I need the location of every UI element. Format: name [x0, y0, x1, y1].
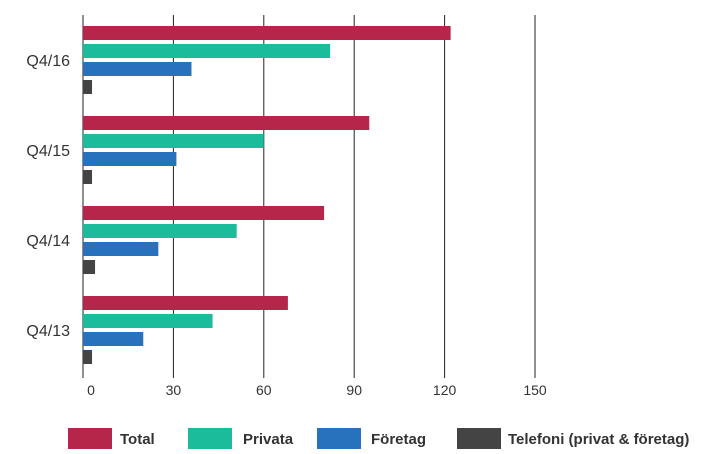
- legend-label: Företag: [371, 431, 426, 448]
- bar: [83, 224, 237, 238]
- legend-swatch: [457, 428, 501, 449]
- label-layer: 0 30 60 90 120 150 Q4/16 Q4/15 Q4/14 Q4/13: [26, 53, 546, 398]
- bar: [83, 206, 325, 220]
- bar: [83, 134, 264, 148]
- category-label: Q4/13: [26, 323, 70, 340]
- x-tick-label: 0: [87, 382, 95, 398]
- legend-swatch: [68, 428, 112, 449]
- bar: [83, 80, 93, 94]
- bar: [83, 296, 288, 310]
- bar: [83, 170, 93, 184]
- x-tick-label: 150: [523, 382, 547, 398]
- x-tick-label: 120: [433, 382, 457, 398]
- bar: [83, 152, 177, 166]
- bar: [83, 26, 451, 40]
- bar: [83, 116, 370, 130]
- legend: Total Privata Företag Telefoni (privat & fö…: [68, 428, 689, 449]
- legend-label: Privata: [243, 431, 294, 448]
- legend-label: Total: [120, 431, 155, 448]
- bar: [83, 62, 192, 76]
- legend-swatch: [317, 428, 361, 449]
- category-label: Q4/14: [26, 233, 70, 250]
- bar: [83, 44, 331, 58]
- bar: [83, 350, 93, 364]
- x-tick-label: 30: [166, 382, 182, 398]
- category-label: Q4/16: [26, 53, 70, 70]
- legend-label: Telefoni (privat & företag): [508, 431, 689, 448]
- bar-layer: [83, 26, 451, 364]
- bar: [83, 260, 96, 274]
- x-tick-label: 90: [346, 382, 362, 398]
- category-label: Q4/15: [26, 143, 70, 160]
- bar: [83, 242, 159, 256]
- bar: [83, 332, 144, 346]
- legend-swatch: [188, 428, 232, 449]
- bar: [83, 314, 213, 328]
- x-tick-label: 60: [256, 382, 272, 398]
